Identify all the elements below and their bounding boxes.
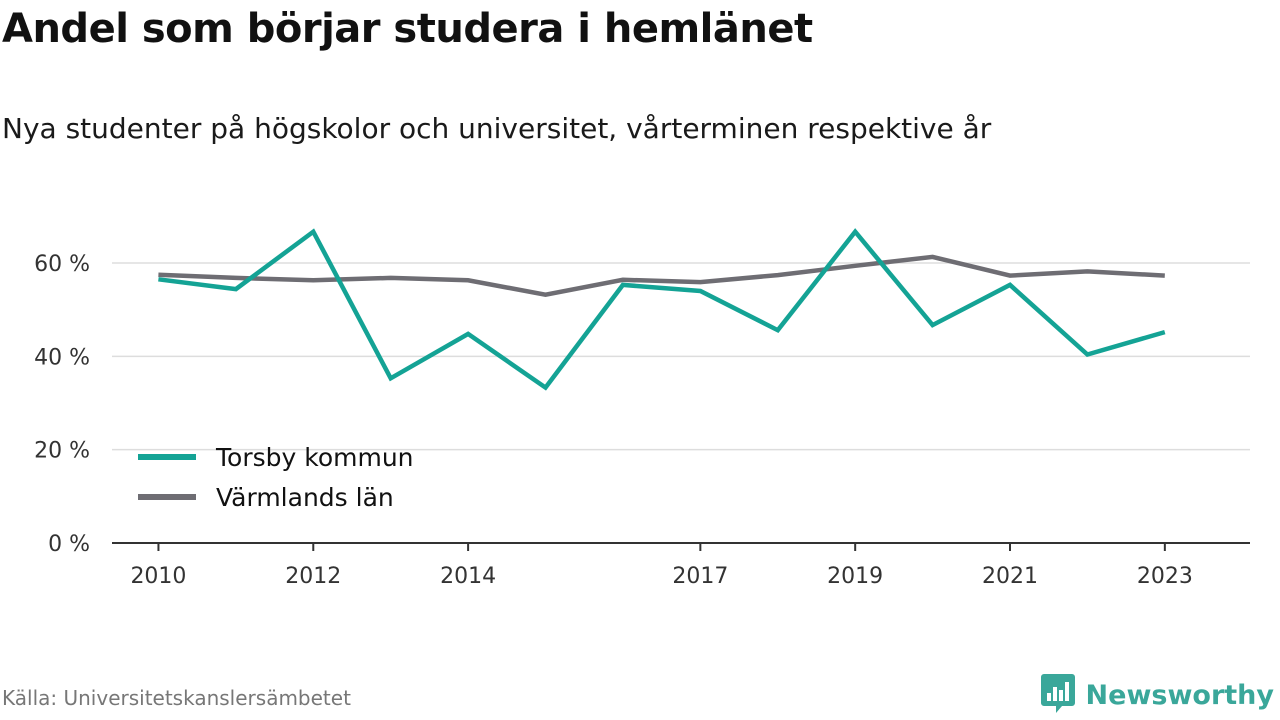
x-tick-label: 2021	[982, 564, 1038, 589]
y-tick-label: 20 %	[34, 439, 90, 464]
series-line-varmlands-lan	[158, 254, 1165, 297]
y-axis-tick-labels: 0 % 20 % 40 % 60 %	[34, 252, 90, 557]
bar-chart-speech-bubble-icon	[1040, 672, 1076, 718]
legend-label: Torsby kommun	[215, 443, 414, 472]
x-tick-label: 2019	[827, 564, 883, 589]
legend: Torsby kommun Värmlands län	[138, 443, 414, 512]
x-tick-label: 2010	[130, 564, 186, 589]
x-tick-label: 2023	[1137, 564, 1193, 589]
series-lines	[158, 228, 1166, 391]
x-tick-label: 2014	[440, 564, 496, 589]
x-tick-label: 2012	[285, 564, 341, 589]
legend-label: Värmlands län	[216, 483, 394, 512]
y-tick-label: 0 %	[48, 532, 90, 557]
brand-name: Newsworthy	[1085, 679, 1274, 711]
source-note: Källa: Universitetskanslersämbetet	[2, 686, 351, 710]
x-axis-ticks: 2010 2012 2014 2017 2019 2021 2023	[130, 543, 1193, 589]
brand-logo: Newsworthy	[1040, 672, 1274, 718]
x-tick-label: 2017	[672, 564, 728, 589]
chart-subtitle: Nya studenter på högskolor och universit…	[2, 112, 992, 145]
y-tick-label: 60 %	[34, 252, 90, 277]
grid-lines	[112, 262, 1250, 451]
series-line-torsby-kommun	[158, 228, 1166, 391]
chart-title: Andel som börjar studera i hemlänet	[2, 6, 813, 52]
y-tick-label: 40 %	[34, 345, 90, 370]
